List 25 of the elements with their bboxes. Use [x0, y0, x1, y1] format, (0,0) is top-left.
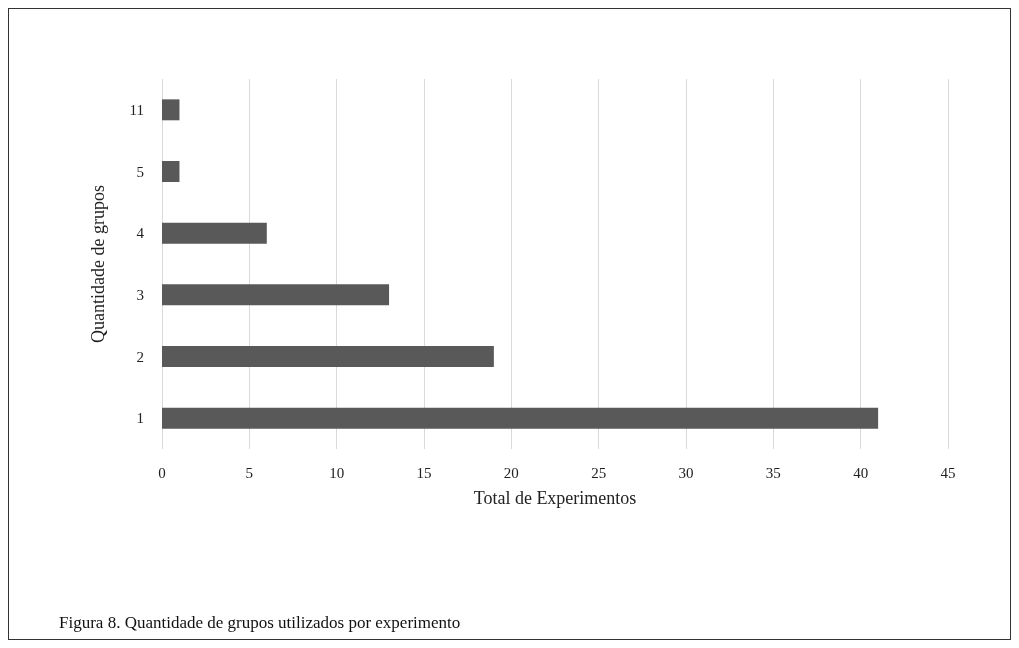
- y-tick-label: 5: [136, 163, 144, 180]
- bar: [162, 407, 879, 429]
- x-tick-label: 0: [158, 464, 166, 481]
- y-tick-label: 3: [136, 286, 144, 303]
- x-tick-label: 30: [678, 464, 694, 481]
- bar: [162, 346, 494, 367]
- y-tick-label: 2: [136, 348, 144, 365]
- x-tick-label: 5: [245, 464, 254, 481]
- bar: [162, 284, 390, 306]
- x-tick-label: 35: [765, 464, 781, 481]
- bar: [162, 99, 180, 121]
- text: Figura 8. Quantidade de grupos utilizados por experimento: [59, 613, 461, 632]
- x-tick-label: 20: [503, 464, 519, 481]
- x-tick-label: 15: [416, 464, 432, 481]
- y-tick-label: 1: [136, 410, 144, 427]
- x-tick-label: 10: [329, 464, 345, 481]
- x-tick-label: 45: [940, 464, 956, 481]
- x-axis-title: Total de Experimentos: [473, 488, 637, 508]
- y-axis-title: Quantidade de grupos: [88, 185, 108, 343]
- x-tick-label: 40: [853, 464, 869, 481]
- bar: [162, 222, 267, 244]
- y-tick-label: 11: [129, 101, 144, 118]
- bar: [162, 161, 180, 182]
- y-tick-label: 4: [136, 225, 145, 242]
- x-tick-label: 25: [591, 464, 607, 481]
